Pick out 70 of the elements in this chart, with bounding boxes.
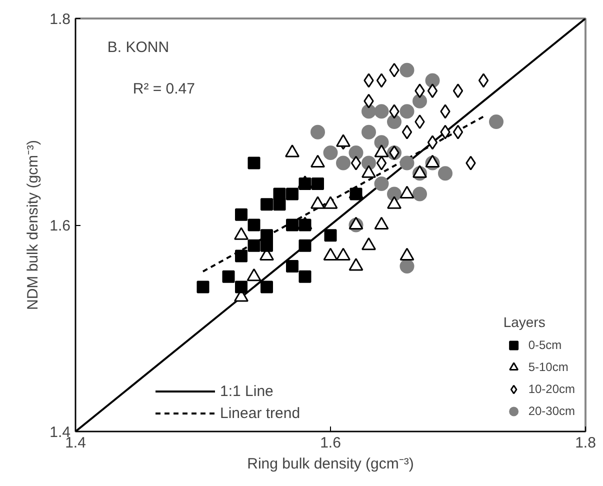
point <box>425 73 440 88</box>
point <box>298 239 312 252</box>
point <box>348 145 364 160</box>
point <box>400 156 414 170</box>
point <box>414 84 425 98</box>
point <box>312 177 324 190</box>
point <box>222 270 235 283</box>
point <box>248 156 260 170</box>
point <box>260 239 273 252</box>
point <box>362 124 376 140</box>
point <box>374 176 389 191</box>
point <box>286 218 298 232</box>
legend-title: Layers <box>503 314 546 330</box>
y-tick-label: 1.8 <box>50 11 71 28</box>
point <box>362 156 376 170</box>
x-axis-title: Ring bulk density (gcm⁻³) <box>247 456 414 472</box>
point <box>235 280 248 294</box>
point <box>440 104 450 119</box>
point <box>248 218 260 232</box>
legend-label: 5-10cm <box>528 360 568 374</box>
point <box>389 104 400 119</box>
point <box>412 186 427 202</box>
point <box>235 250 248 262</box>
annotation: R² = 0.47 <box>132 80 195 98</box>
point <box>400 62 414 78</box>
point <box>489 114 504 129</box>
point <box>478 73 489 88</box>
y-tick-label: 1.6 <box>50 218 71 234</box>
point <box>248 239 260 252</box>
point <box>235 208 248 221</box>
point <box>412 94 427 108</box>
point <box>452 84 464 98</box>
point <box>324 229 337 242</box>
legend-label: 1:1 Line <box>220 382 274 400</box>
point <box>336 156 350 170</box>
y-axis-title: NDM bulk density (gcm⁻³) <box>24 140 42 310</box>
point <box>350 156 362 170</box>
point <box>260 198 273 211</box>
point <box>364 94 374 108</box>
point <box>196 280 210 294</box>
point <box>400 259 414 274</box>
point <box>273 188 286 200</box>
point <box>414 114 425 129</box>
point <box>364 73 374 88</box>
annotation: B. KONN <box>107 39 170 56</box>
point <box>286 188 298 200</box>
legend-label: Linear trend <box>220 404 300 422</box>
point <box>376 73 387 88</box>
point <box>389 62 400 78</box>
point <box>260 280 273 294</box>
legend-label: 20-30cm <box>528 404 575 418</box>
point <box>310 124 325 140</box>
x-tick-label: 1.6 <box>320 434 341 452</box>
point <box>376 156 387 170</box>
point <box>400 104 414 119</box>
point <box>286 260 298 273</box>
point <box>438 166 452 181</box>
legend-label: 0-5cm <box>528 338 562 352</box>
point <box>298 270 312 283</box>
point <box>402 124 412 140</box>
point <box>427 135 438 150</box>
point <box>452 124 464 140</box>
x-tick-label: 1.8 <box>575 434 596 452</box>
point <box>440 124 450 140</box>
point <box>387 114 402 129</box>
point <box>374 104 389 119</box>
point <box>466 156 476 170</box>
legend-label: 10-20cm <box>528 382 575 396</box>
point <box>323 145 338 160</box>
point <box>427 84 438 98</box>
